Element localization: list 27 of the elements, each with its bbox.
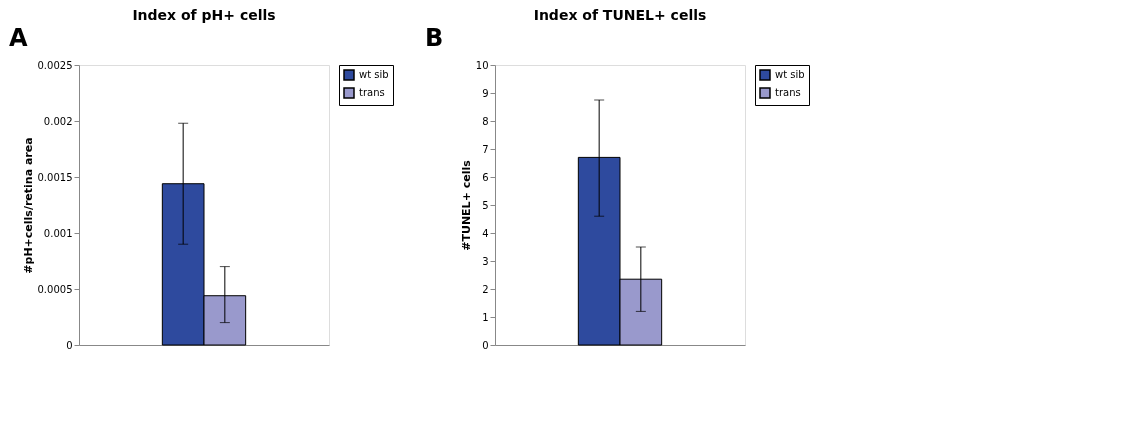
y-tick-label: 0.001 xyxy=(43,227,73,239)
chart-title: Index of TUNEL+ cells xyxy=(533,7,707,23)
y-tick-label: 9 xyxy=(482,87,489,99)
legend-label: trans xyxy=(775,87,801,98)
y-tick-label: 1 xyxy=(482,311,489,323)
text: A xyxy=(9,24,28,52)
text: B xyxy=(425,24,444,52)
legend-label: trans xyxy=(359,87,385,98)
y-tick-label: 7 xyxy=(482,143,489,155)
y-tick-label: 0.002 xyxy=(43,115,73,127)
y-tick-label: 3 xyxy=(482,255,489,267)
y-tick-label: 0.0025 xyxy=(37,59,73,71)
y-axis-title: #TUNEL+ cells xyxy=(459,159,473,251)
legend-label: wt sib xyxy=(359,69,389,80)
y-tick-label: 0.0005 xyxy=(37,283,73,295)
y-tick-label: 8 xyxy=(482,115,489,127)
y-tick-label: 0.0015 xyxy=(37,171,73,183)
y-tick-label: 6 xyxy=(482,171,489,183)
y-tick-label: 10 xyxy=(475,59,489,71)
legend-label: wt sib xyxy=(775,69,805,80)
y-tick-label: 2 xyxy=(482,283,489,295)
chart-title: Index of pH+ cells xyxy=(132,7,276,23)
y-tick-label: 5 xyxy=(482,199,489,211)
y-tick-label: 4 xyxy=(482,227,489,239)
y-axis-title: #pH+cells/retina area xyxy=(21,137,35,274)
y-tick-label: 0 xyxy=(66,339,73,351)
y-tick-label: 0 xyxy=(482,339,489,351)
